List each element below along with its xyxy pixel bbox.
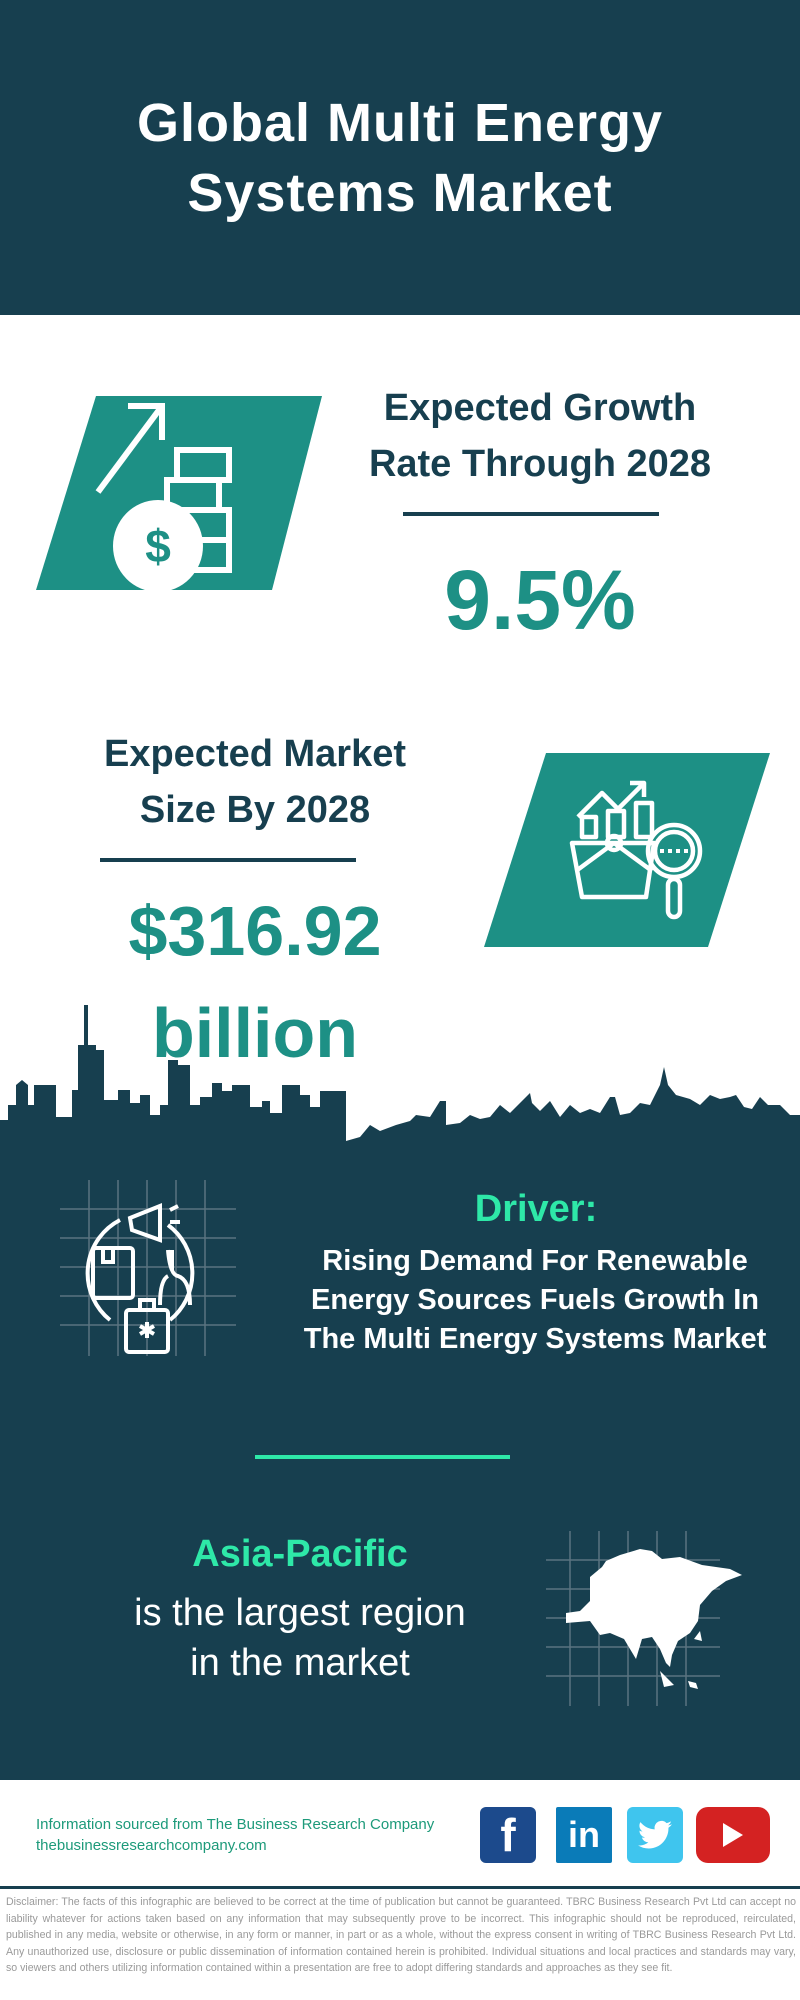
divider bbox=[403, 512, 659, 516]
market-analysis-icon bbox=[484, 753, 770, 947]
market-size-label-line-1: Expected Market bbox=[103, 733, 406, 775]
market-size-label: Expected Market Size By 2028 bbox=[50, 726, 460, 838]
region-text-line-2: in the market bbox=[190, 1642, 410, 1684]
source-text: Information sourced from The Business Re… bbox=[36, 1816, 435, 1833]
svg-text:$: $ bbox=[145, 520, 171, 572]
growth-label-line-2: Rate Through 2028 bbox=[368, 443, 712, 485]
website-link[interactable]: thebusinessresearchcompany.com bbox=[36, 1837, 267, 1854]
disclaimer-text: Disclaimer: The facts of this infographi… bbox=[6, 1896, 796, 1974]
linkedin-icon[interactable]: in bbox=[556, 1807, 612, 1863]
driver-text-line-3: The Multi Energy Systems Market bbox=[303, 1323, 767, 1355]
youtube-icon[interactable] bbox=[696, 1807, 770, 1863]
divider bbox=[100, 858, 356, 862]
facebook-icon[interactable]: f bbox=[480, 1807, 536, 1863]
accent-divider bbox=[255, 1455, 510, 1459]
money-growth-icon: $ bbox=[36, 396, 322, 592]
driver-text: Rising Demand For Renewable Energy Sourc… bbox=[270, 1242, 800, 1359]
growth-rate-value: 9.5% bbox=[444, 553, 636, 647]
growth-label-line-1: Expected Growth bbox=[383, 387, 697, 429]
driver-text-line-1: Rising Demand For Renewable bbox=[322, 1245, 748, 1277]
footer-divider bbox=[0, 1886, 800, 1889]
driver-label: Driver: bbox=[474, 1188, 598, 1230]
market-size-unit: billion bbox=[151, 994, 359, 1072]
title-line-2: Systems Market bbox=[187, 163, 613, 223]
region-text: is the largest region in the market bbox=[60, 1588, 540, 1688]
region-text-line-1: is the largest region bbox=[134, 1592, 466, 1634]
asia-map-icon bbox=[546, 1531, 742, 1706]
city-skyline bbox=[0, 1005, 800, 1155]
driver-text-line-2: Energy Sources Fuels Growth In bbox=[311, 1284, 759, 1316]
title-line-1: Global Multi Energy bbox=[136, 93, 664, 153]
market-size-value: $316.92 billion bbox=[50, 880, 460, 1084]
header-banner bbox=[0, 0, 800, 315]
market-size-amount: $316.92 bbox=[128, 892, 382, 970]
growth-label: Expected Growth Rate Through 2028 bbox=[330, 380, 750, 492]
twitter-icon[interactable] bbox=[627, 1807, 683, 1863]
source-info: Information sourced from The Business Re… bbox=[36, 1814, 434, 1856]
region-name: Asia-Pacific bbox=[192, 1533, 408, 1575]
page-title: Global Multi Energy Systems Market bbox=[0, 88, 800, 228]
marketing-icon bbox=[60, 1180, 236, 1356]
market-size-label-line-2: Size By 2028 bbox=[139, 789, 371, 831]
